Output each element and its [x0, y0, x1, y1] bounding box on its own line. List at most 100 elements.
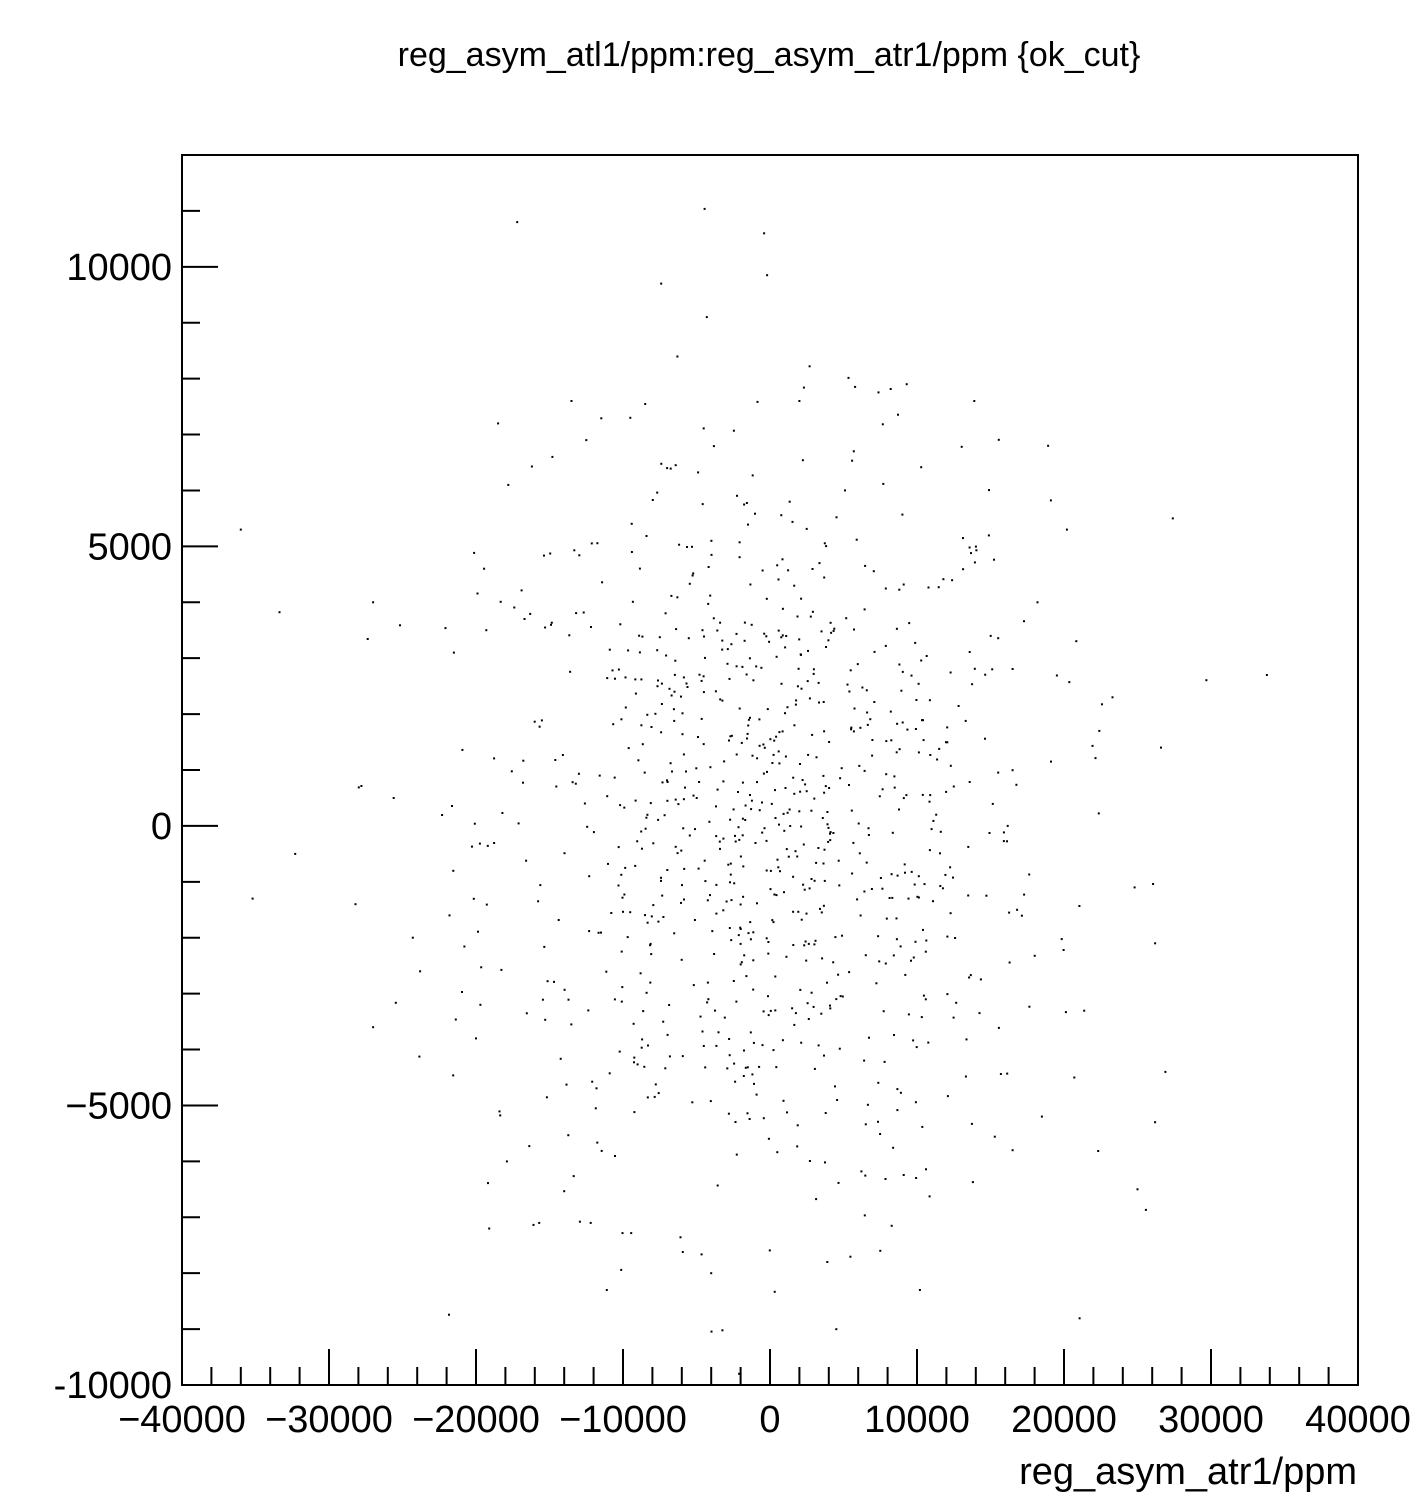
scatter-point [823, 576, 826, 579]
scatter-point [646, 921, 649, 924]
scatter-point [893, 1034, 895, 1036]
scatter-point [799, 763, 801, 765]
scatter-point [488, 1227, 491, 1230]
scatter-point [600, 417, 603, 420]
scatter-point [651, 499, 654, 501]
scatter-point [820, 1012, 823, 1015]
scatter-point [753, 1082, 755, 1085]
scatter-point [749, 583, 752, 586]
scatter-point [726, 648, 729, 651]
scatter-point [595, 1087, 598, 1090]
scatter-point [394, 1001, 397, 1004]
scatter-point [727, 1112, 730, 1115]
scatter-point [767, 1137, 770, 1140]
scatter-point [687, 637, 690, 640]
scatter-point [1006, 824, 1009, 827]
scatter-point [922, 739, 925, 742]
scatter-point [735, 1000, 738, 1003]
scatter-point [674, 659, 677, 662]
scatter-point [864, 954, 867, 957]
scatter-point [762, 772, 765, 775]
scatter-point [734, 1121, 737, 1123]
scatter-point [652, 842, 655, 845]
scatter-point [715, 1044, 718, 1047]
scatter-point [692, 572, 695, 575]
scatter-point [743, 503, 746, 506]
scatter-point [835, 1328, 838, 1331]
scatter-point [638, 567, 641, 570]
scatter-point [624, 866, 627, 869]
scatter-point [884, 587, 887, 590]
scatter-point [770, 802, 773, 805]
scatter-point [853, 628, 855, 631]
scatter-point [525, 859, 528, 862]
scatter-point [631, 600, 634, 603]
scatter-point [672, 708, 675, 711]
scatter-point [444, 627, 447, 630]
scatter-point [921, 1125, 924, 1128]
scatter-point [700, 679, 703, 682]
scatter-point [630, 522, 633, 525]
scatter-point [848, 784, 850, 786]
scatter-point [719, 698, 722, 701]
scatter-point [808, 697, 811, 700]
scatter-point [898, 748, 901, 751]
scatter-point [904, 973, 907, 976]
scatter-point [1265, 674, 1268, 676]
scatter-point [656, 491, 659, 494]
scatter-point [661, 894, 664, 897]
scatter-point [910, 870, 913, 873]
scatter-point [571, 781, 574, 784]
scatter-point [594, 1107, 597, 1110]
scatter-point [837, 1181, 840, 1184]
scatter-point [776, 858, 779, 861]
scatter-point [850, 726, 853, 729]
scatter-point [773, 1290, 776, 1293]
scatter-point [660, 462, 663, 465]
scatter-point [544, 626, 547, 629]
scatter-point [852, 841, 855, 844]
scatter-point [1015, 783, 1018, 786]
scatter-point [978, 1012, 981, 1015]
scatter-point [641, 635, 644, 638]
scatter-point [864, 1174, 867, 1177]
scatter-point [797, 667, 800, 670]
scatter-point [739, 963, 742, 966]
scatter-point [605, 970, 608, 973]
scatter-point [1023, 620, 1025, 623]
scatter-point [811, 733, 814, 736]
scatter-point [975, 549, 978, 552]
scatter-point [802, 883, 805, 886]
y-tick-label: 0 [151, 806, 172, 848]
scatter-point [712, 445, 715, 448]
scatter-point [505, 1160, 508, 1163]
scatter-point [703, 207, 706, 210]
scatter-point [811, 568, 814, 570]
scatter-point [540, 719, 543, 722]
scatter-point [896, 1088, 899, 1091]
scatter-point [988, 832, 991, 834]
scatter-point [477, 930, 479, 933]
scatter-point [702, 743, 705, 746]
scatter-point [698, 781, 701, 783]
scatter-point [877, 1081, 880, 1084]
scatter-point [1060, 938, 1063, 941]
scatter-point [910, 959, 912, 962]
scatter-point [912, 1039, 915, 1042]
scatter-point [646, 1096, 649, 1099]
scatter-point [912, 956, 915, 959]
scatter-point [763, 232, 766, 235]
scatter-point [818, 701, 820, 704]
scatter-point [805, 912, 808, 915]
scatter-point [879, 1249, 882, 1252]
scatter-point [513, 606, 516, 609]
scatter-point [589, 1221, 592, 1224]
scatter-point [622, 910, 624, 913]
scatter-point [544, 1018, 547, 1021]
scatter-point [707, 998, 710, 1001]
scatter-point [641, 847, 643, 850]
scatter-point [668, 1004, 671, 1006]
scatter-point [543, 554, 545, 557]
scatter-point [666, 779, 668, 782]
scatter-point [767, 941, 770, 943]
